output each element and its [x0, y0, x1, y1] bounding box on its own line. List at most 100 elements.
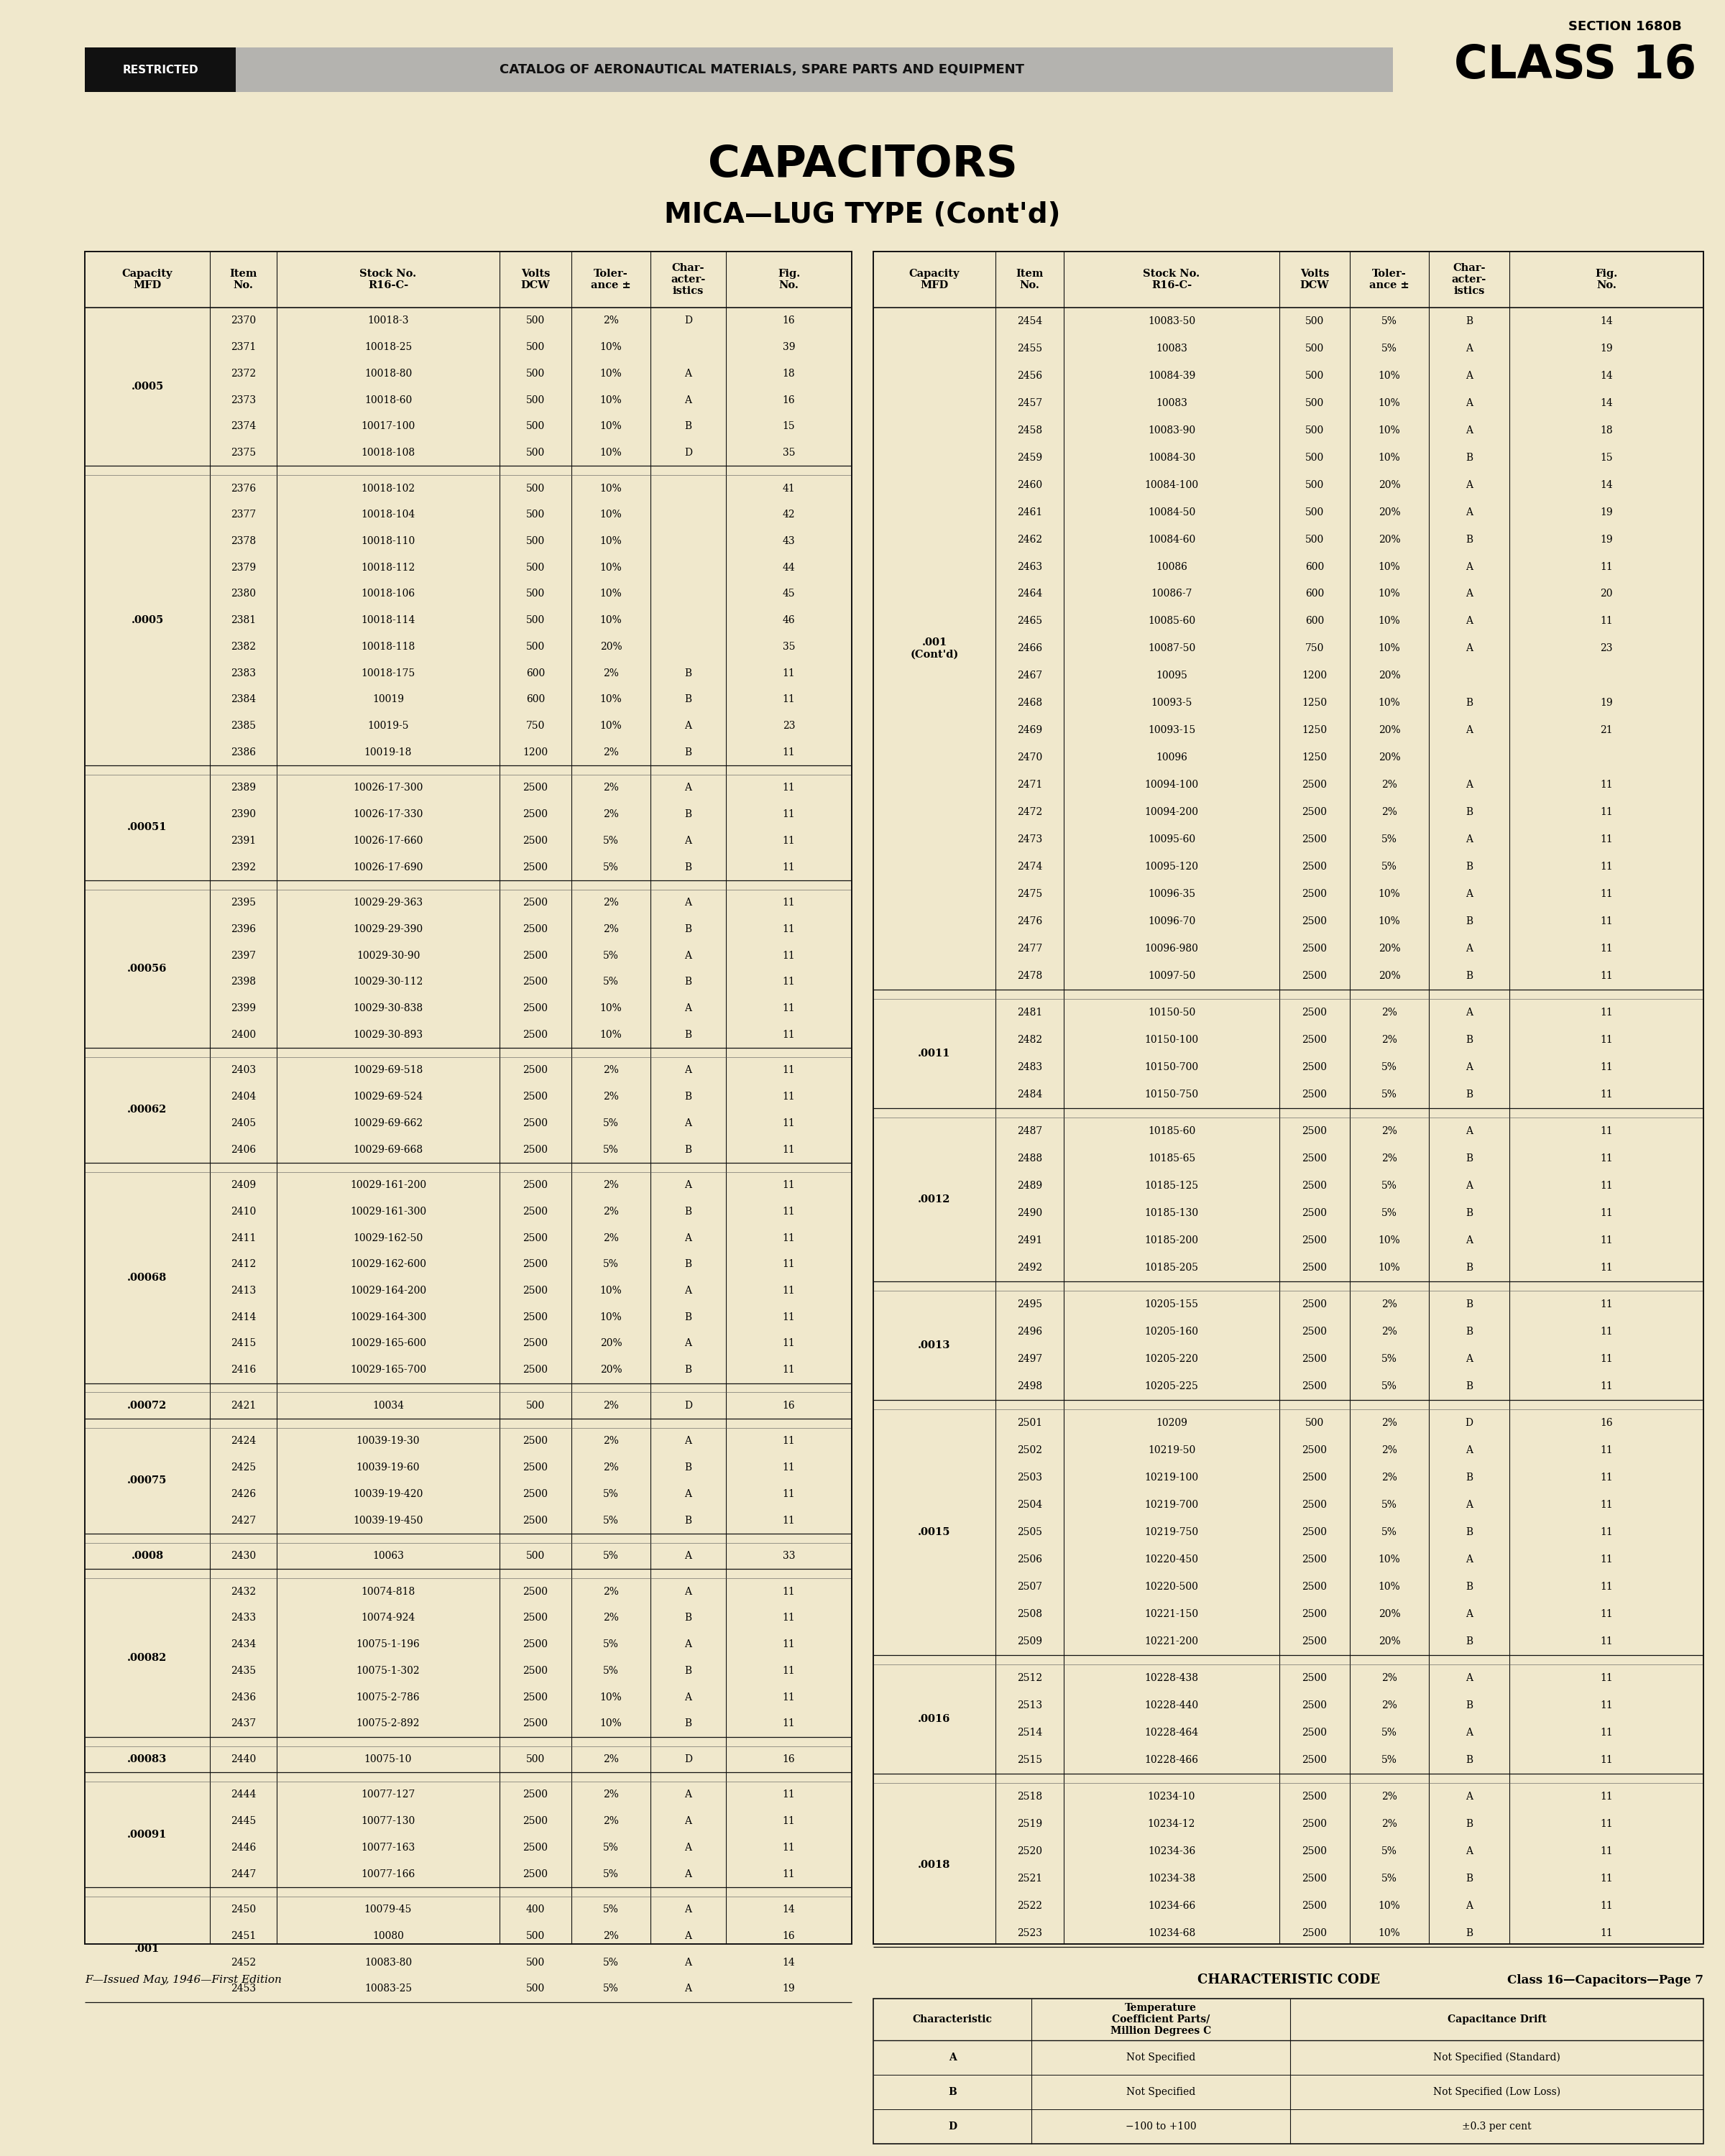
Text: 2%: 2%	[604, 1065, 619, 1076]
Text: B: B	[1466, 1820, 1473, 1828]
Text: 11: 11	[1601, 1125, 1613, 1136]
Text: 10%: 10%	[1378, 1902, 1401, 1910]
Text: Char-
acter-
istics: Char- acter- istics	[1452, 263, 1487, 295]
Text: 2500: 2500	[1302, 1902, 1327, 1910]
Text: 19: 19	[783, 1984, 795, 1994]
Text: 2384: 2384	[231, 694, 255, 705]
Text: Item
No.: Item No.	[229, 270, 257, 291]
Text: 2500: 2500	[1302, 1583, 1327, 1591]
Text: A: A	[685, 1339, 692, 1348]
Text: 10205-220: 10205-220	[1145, 1354, 1199, 1365]
Text: B: B	[1466, 916, 1473, 927]
Text: 2478: 2478	[1018, 970, 1042, 981]
Text: 2458: 2458	[1018, 425, 1042, 436]
Text: 2415: 2415	[231, 1339, 255, 1348]
Text: 600: 600	[526, 694, 545, 705]
Text: 11: 11	[783, 694, 795, 705]
Text: 2500: 2500	[1302, 888, 1327, 899]
Text: D: D	[685, 1755, 692, 1764]
Text: 11: 11	[1601, 1063, 1613, 1072]
Text: 2477: 2477	[1018, 944, 1042, 953]
Text: A: A	[1466, 481, 1473, 489]
Text: 43: 43	[783, 537, 795, 545]
Text: 11: 11	[1601, 888, 1613, 899]
Text: 2500: 2500	[1302, 1235, 1327, 1246]
Text: 2500: 2500	[523, 1516, 549, 1526]
Text: 16: 16	[783, 395, 795, 405]
Text: A: A	[1466, 724, 1473, 735]
Text: 16: 16	[1601, 1419, 1613, 1427]
Text: 10029-30-838: 10029-30-838	[354, 1003, 423, 1013]
Text: 2%: 2%	[1382, 1035, 1397, 1046]
Text: A: A	[1466, 1063, 1473, 1072]
Text: 10219-750: 10219-750	[1145, 1526, 1199, 1537]
Bar	[873, 1999, 1704, 2143]
Text: 11: 11	[783, 1667, 795, 1675]
Text: 2500: 2500	[523, 1667, 549, 1675]
Text: 2500: 2500	[1302, 1792, 1327, 1802]
Text: 11: 11	[1601, 944, 1613, 953]
Text: B: B	[1466, 1755, 1473, 1766]
Text: 2473: 2473	[1018, 834, 1042, 845]
Text: 500: 500	[526, 563, 545, 573]
Text: A: A	[1466, 589, 1473, 599]
Text: 11: 11	[1601, 1089, 1613, 1100]
Text: 14: 14	[783, 1904, 795, 1915]
Text: 2%: 2%	[1382, 1701, 1397, 1710]
Text: 2421: 2421	[231, 1401, 255, 1410]
Text: 2%: 2%	[1382, 1792, 1397, 1802]
Text: 10%: 10%	[600, 563, 623, 573]
Text: 2500: 2500	[1302, 806, 1327, 817]
Text: 2500: 2500	[523, 1843, 549, 1852]
Text: 2500: 2500	[523, 1639, 549, 1649]
Text: 5%: 5%	[1382, 343, 1397, 354]
Text: 2521: 2521	[1018, 1874, 1042, 1884]
Text: 2500: 2500	[1302, 1554, 1327, 1565]
Text: A: A	[1466, 1902, 1473, 1910]
Text: 2472: 2472	[1018, 806, 1042, 817]
Text: 2519: 2519	[1018, 1820, 1042, 1828]
Bar	[85, 252, 852, 1945]
Text: 2%: 2%	[604, 1091, 619, 1102]
Text: 10234-10: 10234-10	[1147, 1792, 1195, 1802]
Text: 2410: 2410	[231, 1207, 255, 1216]
Text: 2453: 2453	[231, 1984, 255, 1994]
Text: 5%: 5%	[1382, 1755, 1397, 1766]
Text: 10018-104: 10018-104	[361, 509, 416, 520]
Text: 10219-50: 10219-50	[1147, 1445, 1195, 1455]
Text: 10029-69-662: 10029-69-662	[354, 1119, 423, 1128]
Text: ±0.3 per cent: ±0.3 per cent	[1463, 2122, 1532, 2132]
Text: 14: 14	[1601, 399, 1613, 407]
Text: 2490: 2490	[1018, 1207, 1042, 1218]
Text: 2489: 2489	[1018, 1181, 1042, 1190]
Text: .00083: .00083	[128, 1755, 167, 1764]
Text: 11: 11	[783, 1233, 795, 1244]
Text: A: A	[685, 1285, 692, 1296]
Text: .0013: .0013	[918, 1341, 950, 1350]
Text: .0008: .0008	[131, 1550, 164, 1561]
Text: A: A	[685, 897, 692, 908]
Text: 2500: 2500	[523, 1145, 549, 1156]
Text: A: A	[685, 1119, 692, 1128]
Text: .0018: .0018	[918, 1861, 950, 1869]
Text: 10%: 10%	[600, 1313, 623, 1322]
Text: 10%: 10%	[1378, 371, 1401, 382]
Text: 11: 11	[783, 783, 795, 793]
Text: A: A	[685, 1490, 692, 1498]
Text: B: B	[685, 420, 692, 431]
Text: A: A	[1466, 1727, 1473, 1738]
Text: 11: 11	[1601, 1207, 1613, 1218]
Text: 5%: 5%	[604, 1550, 619, 1561]
Text: 2500: 2500	[1302, 1445, 1327, 1455]
Text: 18: 18	[1601, 425, 1613, 436]
Text: 15: 15	[1601, 453, 1613, 464]
Text: 10075-1-196: 10075-1-196	[357, 1639, 419, 1649]
Text: 2372: 2372	[231, 369, 255, 379]
Text: 500: 500	[526, 1958, 545, 1968]
Text: 14: 14	[1601, 371, 1613, 382]
Text: 10084-100: 10084-100	[1145, 481, 1199, 489]
Text: 10029-29-363: 10029-29-363	[354, 897, 423, 908]
Text: 11: 11	[783, 668, 795, 679]
Text: 10029-164-300: 10029-164-300	[350, 1313, 426, 1322]
Text: A: A	[685, 1789, 692, 1800]
